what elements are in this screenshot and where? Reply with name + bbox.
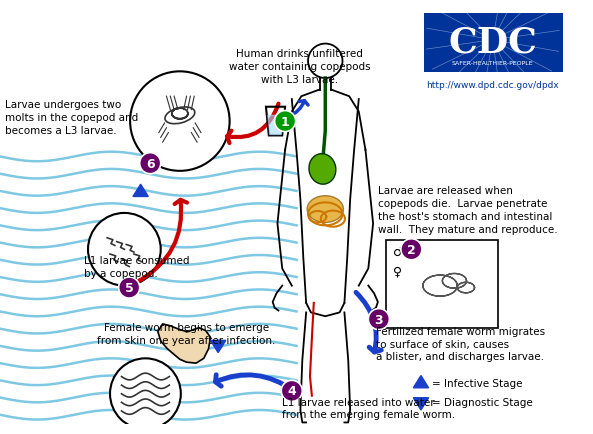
Text: Human drinks unfiltered
water containing copepods
with L3 larvae.: Human drinks unfiltered water containing… [229,49,370,85]
Text: CDC: CDC [448,26,537,59]
Circle shape [275,111,296,132]
Circle shape [368,309,390,330]
Circle shape [140,153,161,174]
Text: 3: 3 [375,313,383,326]
Circle shape [281,381,302,401]
Text: Larvae undergoes two
molts in the copepod and
becomes a L3 larvae.: Larvae undergoes two molts in the copepo… [5,100,138,135]
Text: 6: 6 [146,157,155,170]
Circle shape [110,358,181,429]
Text: 1: 1 [280,115,289,128]
Text: Female worm begins to emerge
from skin one year after infection.: Female worm begins to emerge from skin o… [97,322,276,345]
Circle shape [119,277,140,298]
Text: = Infective Stage: = Infective Stage [432,378,523,388]
Text: 4: 4 [288,385,296,398]
Polygon shape [133,185,148,197]
Text: ♂: ♂ [393,246,404,258]
Text: Larvae are released when
copepods die.  Larvae penetrate
the host's stomach and : Larvae are released when copepods die. L… [378,186,557,234]
Text: = Diagnostic Stage: = Diagnostic Stage [432,398,533,408]
FancyBboxPatch shape [385,240,499,328]
Ellipse shape [309,155,336,185]
Text: Fertilized female worm migrates
to surface of skin, causes
a blister, and discha: Fertilized female worm migrates to surfa… [376,326,545,362]
Text: SAFER-HEALTHIER-PEOPLE: SAFER-HEALTHIER-PEOPLE [452,61,534,66]
Polygon shape [413,398,429,410]
Circle shape [88,214,161,286]
Text: L1 larvae released into water
from the emerging female worm.: L1 larvae released into water from the e… [282,397,455,419]
Polygon shape [211,341,226,353]
Polygon shape [413,376,429,388]
FancyBboxPatch shape [424,14,563,73]
Polygon shape [158,324,211,363]
Text: L1 larvae consumed
by a copepod.: L1 larvae consumed by a copepod. [84,256,190,278]
Circle shape [401,239,422,260]
Circle shape [130,72,229,171]
Text: 5: 5 [125,281,133,294]
Text: ♀: ♀ [393,265,402,277]
Polygon shape [268,116,283,135]
Text: http://www.dpd.cdc.gov/dpdx: http://www.dpd.cdc.gov/dpdx [426,81,559,90]
Ellipse shape [307,196,343,223]
Text: 2: 2 [407,243,416,256]
